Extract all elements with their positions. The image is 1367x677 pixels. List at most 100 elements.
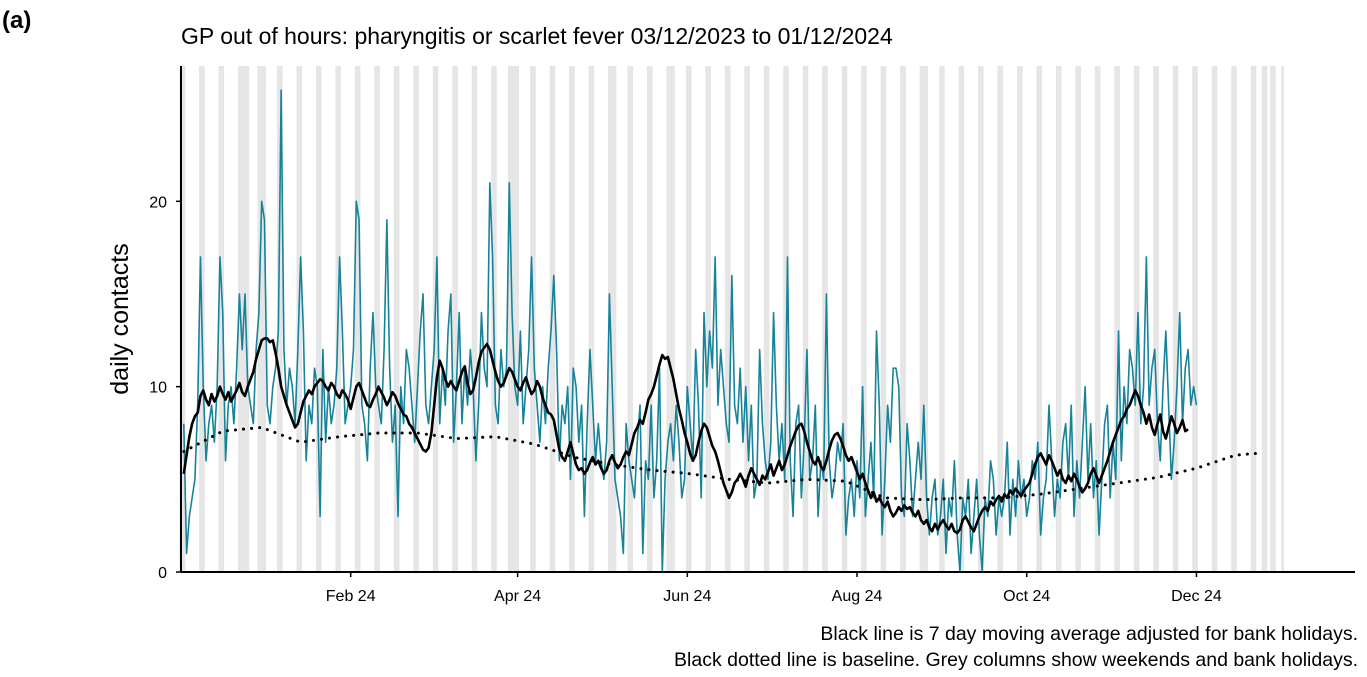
shaded-column [354,66,358,572]
shaded-column [822,66,826,572]
shaded-column [1078,66,1081,572]
shaded-column [315,66,319,572]
x-tick-label: Oct 24 [1003,588,1050,605]
shaded-column [530,66,533,572]
x-tick-label: Apr 24 [494,588,541,605]
shaded-column [238,66,241,572]
shaded-column [240,66,244,572]
shaded-column [552,66,556,572]
shaded-column [1272,66,1276,572]
shaded-column [727,66,731,572]
shaded-column [883,66,887,572]
shaded-column [705,66,709,572]
shaded-column [863,66,867,572]
shaded-column [724,66,728,572]
shaded-column [1214,66,1218,572]
shaded-column [513,66,517,572]
shaded-column [588,66,592,572]
shaded-column [613,66,617,572]
shaded-column [844,66,848,572]
shaded-column [591,66,595,572]
shaded-column [1016,66,1020,572]
y-tick-label: 20 [149,194,167,211]
shaded-column [900,66,903,572]
shaded-column [1133,66,1137,572]
note: Black dotted line is baseline. Grey colu… [674,649,1358,671]
shaded-column [1253,66,1257,572]
shaded-column [997,66,1001,572]
x-tick-label: Aug 24 [832,588,883,605]
shaded-column [493,66,497,572]
shaded-column [880,66,884,572]
shaded-column [318,66,322,572]
shaded-column [1250,66,1254,572]
shaded-column [374,66,378,572]
shaded-column [708,66,711,572]
shaded-column [296,66,300,572]
shaded-column [939,66,942,572]
shaded-column [685,66,689,572]
shaded-column [1097,66,1101,572]
shaded-column [747,66,750,572]
shaded-column [802,66,806,572]
shaded-column [744,66,748,572]
shaded-column [455,66,458,572]
shaded-column [357,66,361,572]
shaded-column [1264,66,1268,572]
shaded-column [627,66,631,572]
shaded-column [1039,66,1043,572]
shaded-column [471,66,475,572]
shaded-column [841,66,845,572]
shading [179,66,1285,572]
shaded-column [218,66,222,572]
shaded-column [902,66,906,572]
note: Black line is 7 day moving average adjus… [820,623,1358,645]
shaded-column [1075,66,1079,572]
shaded-column [1114,66,1118,572]
shaded-column [861,66,864,572]
shaded-column [393,66,397,572]
shaded-column [507,66,511,572]
series-line [182,337,1189,535]
shaded-column [1172,66,1176,572]
shaded-column [919,66,923,572]
shaded-column [474,66,478,572]
y-tick-label: 0 [158,565,167,582]
chart-title: GP out of hours: pharyngitis or scarlet … [181,23,893,49]
x-tick-label: Feb 24 [326,588,376,605]
shaded-column [1261,66,1265,572]
shaded-column [669,66,673,572]
shaded-column [246,66,250,572]
shaded-column [413,66,417,572]
shaded-column [1019,66,1023,572]
shaded-column [980,66,984,572]
shaded-column [925,66,928,572]
shaded-column [922,66,926,572]
shaded-column [199,66,202,572]
shaded-column [335,66,339,572]
shaded-column [688,66,692,572]
shaded-column [571,66,575,572]
shaded-column [1117,66,1120,572]
shaded-column [452,66,456,572]
shaded-column [432,66,436,572]
shaded-column [1055,66,1059,572]
shaded-column [649,66,653,572]
shaded-column [201,66,205,572]
shaded-column [491,66,494,572]
shaded-column [941,66,945,572]
shaded-column [805,66,809,572]
shaded-column [763,66,767,572]
shaded-column [672,66,675,572]
y-tick-label: 10 [149,380,167,397]
shaded-column [1192,66,1196,572]
shaded-column [1000,66,1004,572]
shaded-column [377,66,380,572]
shaded-column [646,66,650,572]
shaded-column [532,66,536,572]
shaded-column [1211,66,1215,572]
shaded-column [435,66,439,572]
shaded-column [610,66,614,572]
shaded-column [416,66,419,572]
